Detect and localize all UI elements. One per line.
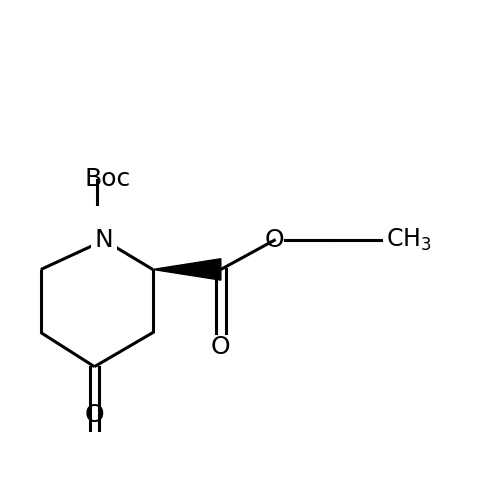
Polygon shape [153,258,221,280]
Text: N: N [95,228,114,252]
Text: O: O [211,335,231,359]
Text: O: O [84,404,104,427]
Text: CH$_3$: CH$_3$ [386,227,432,254]
Text: Boc: Boc [84,168,131,192]
Text: O: O [264,228,284,252]
